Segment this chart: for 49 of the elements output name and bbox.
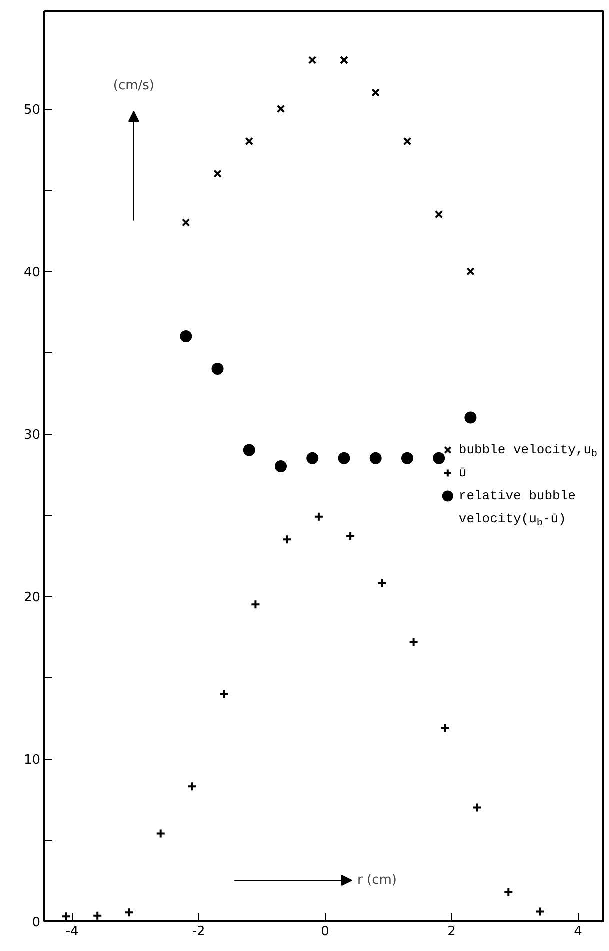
x-axis-title: r (cm): [358, 873, 397, 888]
y-tick-label: 10: [24, 753, 41, 768]
x-tick-label: -4: [66, 924, 79, 940]
point: [433, 452, 446, 464]
point: [282, 534, 292, 545]
point: [243, 444, 256, 456]
point: [440, 723, 450, 734]
point: [182, 218, 190, 227]
point: [214, 170, 222, 178]
point: [250, 600, 261, 610]
y-tick-label: 20: [24, 590, 41, 606]
point: [466, 267, 475, 276]
x-tick-label: -2: [192, 924, 206, 940]
x-tick-label: 2: [448, 924, 456, 940]
point: [156, 828, 166, 839]
point: [212, 363, 224, 375]
point: [377, 578, 388, 588]
y-axis-title: (cm/s): [113, 78, 154, 94]
point: [245, 137, 254, 146]
point: [61, 912, 71, 922]
point: [408, 637, 419, 647]
point: [340, 56, 348, 64]
point: [535, 906, 546, 917]
y-tick-label: 40: [24, 266, 41, 280]
point: [472, 802, 482, 813]
point: [434, 210, 444, 219]
point: [504, 887, 514, 898]
point: [180, 330, 192, 342]
x-tick-label: 0: [321, 924, 330, 940]
point: [401, 452, 414, 464]
point: [372, 88, 380, 97]
point: [276, 104, 286, 114]
point: [403, 137, 412, 146]
point: [306, 452, 319, 464]
legend-label: ū: [458, 466, 467, 481]
point: [275, 460, 287, 472]
point: [124, 908, 134, 918]
point: [308, 56, 317, 64]
point: [346, 531, 356, 542]
point: [338, 452, 350, 464]
point: [187, 782, 198, 792]
point: [370, 452, 382, 464]
y-tick-label: 50: [24, 103, 41, 118]
point: [464, 412, 477, 424]
point: [92, 910, 103, 921]
point: [219, 689, 230, 699]
x-tick-label: 4: [574, 924, 582, 940]
y-tick-label: 30: [24, 428, 41, 443]
point: [314, 512, 324, 522]
